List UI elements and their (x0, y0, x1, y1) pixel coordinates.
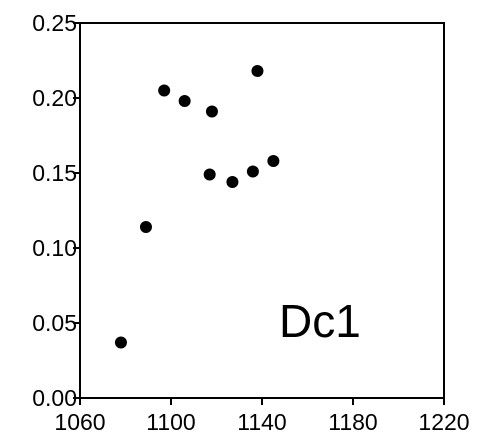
y-tick-label: 0.10 (32, 235, 77, 261)
data-point (203, 168, 216, 181)
data-point (226, 176, 239, 188)
data-points (114, 65, 280, 349)
y-tick-label: 0.25 (32, 10, 77, 36)
data-point (178, 95, 191, 107)
x-tick-label: 1100 (146, 409, 195, 435)
data-point (205, 105, 218, 118)
x-tick-label: 1180 (328, 409, 377, 435)
data-point (158, 84, 171, 97)
y-tick-label: 0.00 (32, 385, 77, 411)
x-axis: 1060 1100 1140 1180 1220 (54, 398, 470, 435)
panel-label: Dc1 (279, 295, 361, 347)
y-axis: 0.00 0.05 0.10 0.15 0.20 0.25 (32, 10, 80, 411)
plot-frame (79, 22, 445, 399)
y-tick-label: 0.15 (32, 160, 77, 186)
data-point (114, 336, 127, 349)
y-tick-label: 0.05 (32, 310, 77, 336)
x-tick-label: 1220 (418, 409, 469, 435)
x-tick-label: 1140 (237, 409, 286, 435)
x-tick-label: 1060 (54, 409, 105, 435)
data-point (251, 65, 264, 77)
data-point (139, 221, 152, 233)
data-point (246, 165, 259, 178)
y-tick-label: 0.20 (32, 85, 77, 111)
data-point (267, 155, 280, 167)
